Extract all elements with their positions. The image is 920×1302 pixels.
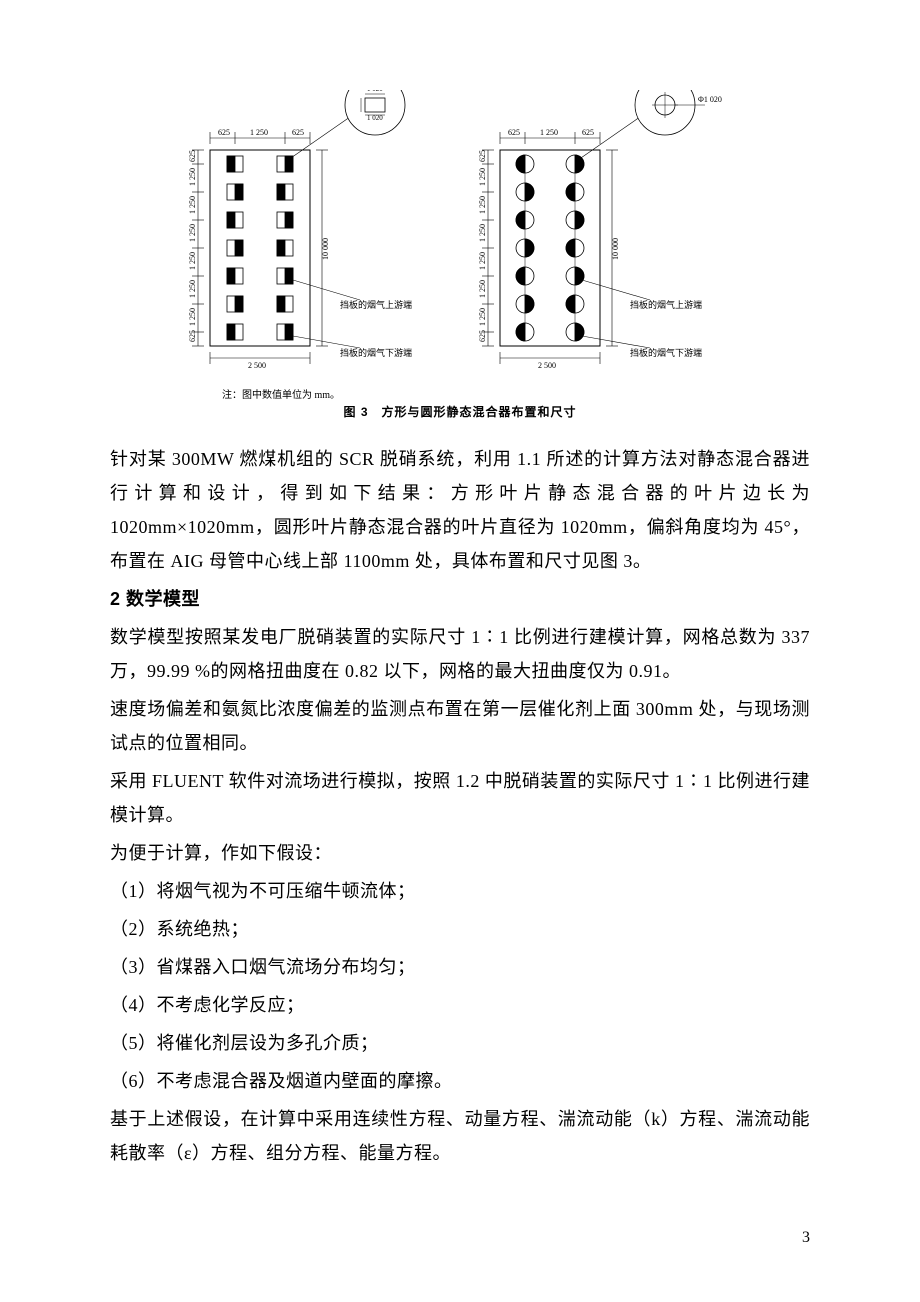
callout-upper-r: 挡板的烟气上游端 (630, 299, 702, 310)
dim-r3: 1 250 (478, 252, 487, 270)
callout-upper-l: 挡板的烟气上游端 (340, 299, 412, 310)
dim-top-2: 1 250 (250, 128, 268, 137)
dim-top-1r: 625 (508, 128, 520, 137)
dim-r6: 1 250 (478, 168, 487, 186)
dim-l2: 1 250 (188, 280, 197, 298)
paragraph-5: 为便于计算，作如下假设： (110, 836, 810, 870)
dim-l7: 625 (188, 150, 197, 162)
dim-top-2r: 1 250 (540, 128, 558, 137)
body-text: 针对某 300MW 燃煤机组的 SCR 脱硝系统，利用 1.1 所述的计算方法对… (110, 442, 810, 1170)
dim-top-1: 625 (218, 128, 230, 137)
figure-caption: 图 3 方形与圆形静态混合器布置和尺寸 (110, 403, 810, 420)
dim-r5: 1 250 (478, 196, 487, 214)
paragraph-4: 采用 FLUENT 软件对流场进行模拟，按照 1.2 中脱硝装置的实际尺寸 1∶… (110, 764, 810, 832)
dim-top-3r: 625 (582, 128, 594, 137)
dim-r4: 1 250 (478, 224, 487, 242)
dim-r7: 625 (478, 150, 487, 162)
dim-r2: 1 250 (478, 280, 487, 298)
dim-r1: 1 250 (478, 308, 487, 326)
dim-r0: 625 (478, 330, 487, 342)
paragraph-3: 速度场偏差和氨氮比浓度偏差的监测点布置在第一层催化剂上面 300mm 处，与现场… (110, 692, 810, 760)
dim-l5: 1 250 (188, 196, 197, 214)
list-item-2: （2）系统绝热； (110, 912, 810, 946)
paper-page: 625 1 250 625 625 (0, 0, 920, 1302)
dim-bottom: 2 500 (248, 361, 266, 370)
zoom-inner-l: 1 020 (367, 114, 383, 122)
list-item-5: （5）将催化剂层设为多孔介质； (110, 1026, 810, 1060)
figure-3: 625 1 250 625 625 (110, 90, 810, 380)
zoom-outer-l: 1 020 (367, 90, 383, 93)
callout-lower-r: 挡板的烟气下游端 (630, 347, 702, 358)
dim-l1: 1 250 (188, 308, 197, 326)
list-item-6: （6）不考虑混合器及烟道内壁面的摩擦。 (110, 1064, 810, 1098)
dim-l3: 1 250 (188, 252, 197, 270)
mixer-layout-diagram: 625 1 250 625 625 (180, 90, 740, 380)
dim-l6: 1 250 (188, 168, 197, 186)
dim-l0: 625 (188, 330, 197, 342)
page-number: 3 (802, 1229, 810, 1247)
paragraph-1: 针对某 300MW 燃煤机组的 SCR 脱硝系统，利用 1.1 所述的计算方法对… (110, 442, 810, 578)
zoom-label-r: Φ1 020 (698, 95, 722, 104)
heading-2: 2 数学模型 (110, 582, 810, 616)
paragraph-6: 基于上述假设，在计算中采用连续性方程、动量方程、湍流动能（k）方程、湍流动能耗散… (110, 1102, 810, 1170)
dim-l4: 1 250 (188, 224, 197, 242)
figure-note: 注：图中数值单位为 mm。 (110, 386, 810, 401)
dim-right-total: 10 000 (321, 238, 330, 260)
list-item-3: （3）省煤器入口烟气流场分布均匀； (110, 950, 810, 984)
list-item-1: （1）将烟气视为不可压缩牛顿流体； (110, 874, 810, 908)
dim-bottom-r: 2 500 (538, 361, 556, 370)
callout-lower-l: 挡板的烟气下游端 (340, 347, 412, 358)
dim-top-3: 625 (292, 128, 304, 137)
paragraph-2: 数学模型按照某发电厂脱硝装置的实际尺寸 1∶1 比例进行建模计算，网格总数为 3… (110, 620, 810, 688)
dim-right-total-r: 10 000 (611, 238, 620, 260)
list-item-4: （4）不考虑化学反应； (110, 988, 810, 1022)
